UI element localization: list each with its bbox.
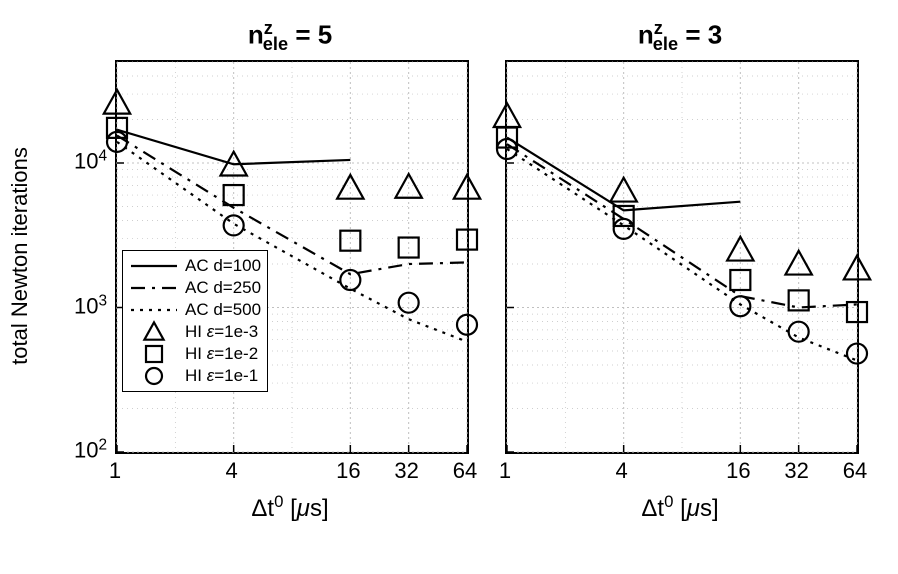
x-tick-label: 32 — [784, 458, 808, 484]
legend-swatch — [129, 278, 179, 298]
legend-label: HI ε=1e-2 — [185, 343, 258, 366]
x-tick-label: 4 — [616, 458, 628, 484]
legend-item: HI ε=1e-2 — [129, 343, 261, 365]
x-tick-label: 32 — [394, 458, 418, 484]
y-tick-label: 102 — [57, 436, 107, 463]
y-tick-label: 104 — [57, 147, 107, 174]
x-tick-label: 16 — [336, 458, 360, 484]
legend-label: AC d=100 — [185, 255, 261, 278]
figure: nzele = 5 Δt0 [μs] total Newton iterations… — [0, 0, 898, 574]
panel-title: nzele = 3 — [505, 18, 855, 55]
legend-item: HI ε=1e-1 — [129, 365, 261, 387]
legend-item: AC d=100 — [129, 255, 261, 277]
legend-swatch — [129, 366, 179, 386]
legend-swatch — [129, 256, 179, 276]
legend-swatch — [129, 344, 179, 364]
legend-swatch — [129, 300, 179, 320]
y-axis-label: total Newton iterations — [7, 136, 33, 376]
x-tick-label: 1 — [109, 458, 121, 484]
legend-item: HI ε=1e-3 — [129, 321, 261, 343]
legend-item: AC d=250 — [129, 277, 261, 299]
x-axis-label: Δt0 [μs] — [505, 492, 855, 523]
legend-label: HI ε=1e-3 — [185, 321, 258, 344]
legend-swatch — [129, 322, 179, 342]
legend-item: AC d=500 — [129, 299, 261, 321]
x-tick-label: 4 — [226, 458, 238, 484]
legend: AC d=100AC d=250AC d=500HI ε=1e-3HI ε=1e… — [122, 250, 268, 392]
x-axis-label: Δt0 [μs] — [115, 492, 465, 523]
panel-title: nzele = 5 — [115, 18, 465, 55]
legend-label: AC d=250 — [185, 277, 261, 300]
legend-label: HI ε=1e-1 — [185, 365, 258, 388]
legend-label: AC d=500 — [185, 299, 261, 322]
x-tick-label: 1 — [499, 458, 511, 484]
panel-1 — [505, 60, 859, 454]
x-tick-label: 16 — [726, 458, 750, 484]
x-tick-label: 64 — [453, 458, 477, 484]
y-tick-label: 103 — [57, 292, 107, 319]
x-tick-label: 64 — [843, 458, 867, 484]
